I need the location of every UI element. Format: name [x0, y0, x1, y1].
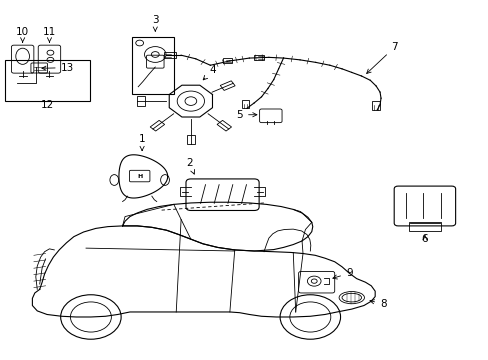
Text: 11: 11 [43, 27, 56, 42]
Bar [4, 60, 90, 101]
Text: H: H [137, 174, 142, 179]
Text: 8: 8 [369, 299, 386, 309]
Text: 10: 10 [16, 27, 29, 42]
Text: 13: 13 [42, 63, 74, 73]
Text: 2: 2 [186, 158, 194, 174]
Text: 5: 5 [236, 110, 256, 120]
Text: 6: 6 [421, 234, 427, 244]
Text: 4: 4 [203, 65, 216, 80]
Text: 12: 12 [41, 100, 54, 109]
Text: 9: 9 [332, 268, 352, 279]
Text: 3: 3 [152, 15, 158, 31]
Text: 1: 1 [139, 134, 145, 150]
Bar [132, 37, 173, 94]
Text: 7: 7 [366, 42, 397, 73]
